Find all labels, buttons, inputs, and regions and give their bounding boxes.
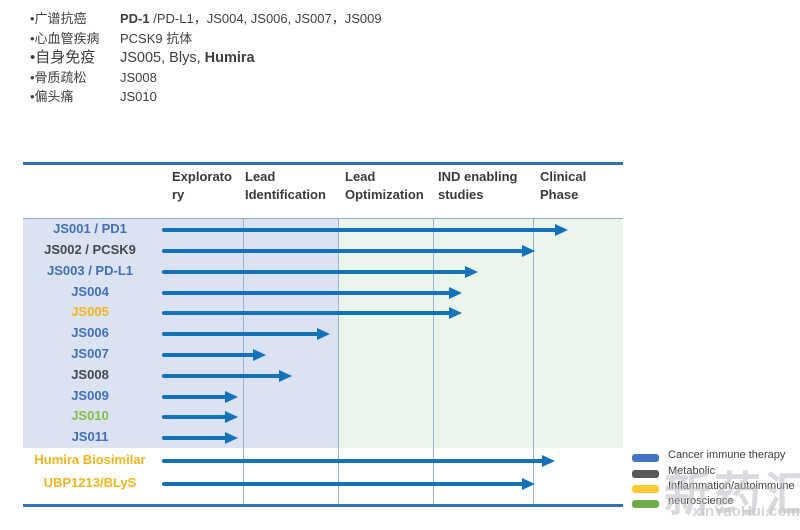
row-label-humira: Humira Biosimilar [34, 452, 146, 467]
summary-item-migraine: •偏头痛 JS010 [30, 87, 382, 107]
chart-top-rule [23, 162, 623, 165]
row-label-js001: JS001 / PD1 [53, 221, 127, 236]
arrowhead-icon [555, 224, 568, 236]
progress-arrow-js011 [162, 436, 227, 440]
category-drugs: PCSK9 抗体 [120, 30, 193, 46]
row-label-js006: JS006 [71, 325, 109, 340]
arrowhead-icon [449, 307, 462, 319]
legend-swatch [632, 470, 659, 478]
phase-gridline [338, 218, 339, 505]
progress-arrow-js003 [162, 270, 467, 274]
late-stage-background [338, 219, 623, 448]
summary-item-osteoporosis: •骨质疏松 JS008 [30, 68, 382, 88]
progress-arrow-humira [162, 459, 544, 463]
phase-header-lead-optimization: Lead Optimization [345, 169, 424, 202]
disease-summary-list: •广谱抗癌 PD-1 /PD-L1，JS004, JS006, JS007，JS0… [30, 9, 382, 107]
arrowhead-icon [253, 349, 266, 361]
row-label-js004: JS004 [71, 284, 109, 299]
summary-item-autoimmune: •自身免疫 JS005, Blys, Humira [30, 48, 382, 68]
phase-header-exploratory: Explorato ry [172, 169, 232, 202]
phase-header-clinical-phase: Clinical Phase [540, 169, 587, 202]
arrowhead-icon [465, 266, 478, 278]
watermark-url: xinYaoHui.com [692, 503, 800, 520]
row-label-ubp1213: UBP1213/BLyS [43, 475, 137, 490]
legend-label: Metabolic [668, 465, 716, 477]
row-label-js009: JS009 [71, 388, 109, 403]
arrowhead-icon [225, 432, 238, 444]
row-label-js003: JS003 / PD-L1 [47, 263, 133, 278]
progress-arrow-js006 [162, 332, 319, 336]
category-label: •广谱抗癌 [30, 11, 87, 26]
category-drugs: JS005, Blys, Humira [120, 50, 255, 66]
category-label: •自身免疫 [30, 49, 96, 66]
category-label: •心血管疾病 [30, 30, 100, 46]
legend-label: neuroscience [668, 495, 734, 507]
category-drugs: JS008 [120, 69, 157, 85]
progress-arrow-js005 [162, 311, 451, 315]
category-drugs: PD-1 /PD-L1，JS004, JS006, JS007，JS009 [120, 11, 382, 26]
row-label-js011: JS011 [71, 429, 109, 444]
row-label-js008: JS008 [71, 367, 109, 382]
legend-swatch [632, 485, 659, 493]
row-label-js002: JS002 / PCSK9 [44, 242, 136, 257]
category-drugs: JS010 [120, 89, 157, 104]
summary-item-cardiovascular: •心血管疾病 PCSK9 抗体 [30, 29, 382, 49]
progress-arrow-js009 [162, 395, 227, 399]
progress-arrow-js004 [162, 291, 451, 295]
progress-arrow-js001 [162, 228, 557, 232]
legend-swatch [632, 454, 659, 462]
arrowhead-icon [522, 245, 535, 257]
arrowhead-icon [522, 478, 535, 490]
category-label: •偏头痛 [30, 89, 74, 104]
watermark-logo-text: 新药汇 [664, 468, 800, 521]
plot-top-border [23, 218, 623, 219]
chart-bottom-rule [23, 504, 623, 507]
summary-item-broad-cancer: •广谱抗癌 PD-1 /PD-L1，JS004, JS006, JS007，JS0… [30, 9, 382, 29]
phase-gridline [243, 218, 244, 505]
arrowhead-icon [225, 391, 238, 403]
legend-swatch [632, 500, 659, 508]
legend-label: Cancer immune therapy [668, 449, 786, 461]
progress-arrow-js002 [162, 249, 524, 253]
arrowhead-icon [279, 370, 292, 382]
row-label-js005: JS005 [71, 304, 109, 319]
progress-arrow-js008 [162, 374, 281, 378]
row-label-js007: JS007 [71, 346, 109, 361]
category-label: •骨质疏松 [30, 69, 87, 85]
phase-gridline [433, 218, 434, 505]
progress-arrow-ubp1213 [162, 482, 524, 486]
progress-arrow-js010 [162, 415, 227, 419]
legend-label: Inflammation/autoimmune [668, 480, 795, 492]
arrowhead-icon [542, 455, 555, 467]
phase-header-lead-identification: Lead Identification [245, 169, 326, 202]
phase-gridline [533, 218, 534, 505]
progress-arrow-js007 [162, 353, 255, 357]
arrowhead-icon [449, 287, 462, 299]
arrowhead-icon [225, 411, 238, 423]
phase-header-ind-enabling-studies: IND enabling studies [438, 169, 518, 202]
row-label-js010: JS010 [71, 408, 109, 423]
arrowhead-icon [317, 328, 330, 340]
